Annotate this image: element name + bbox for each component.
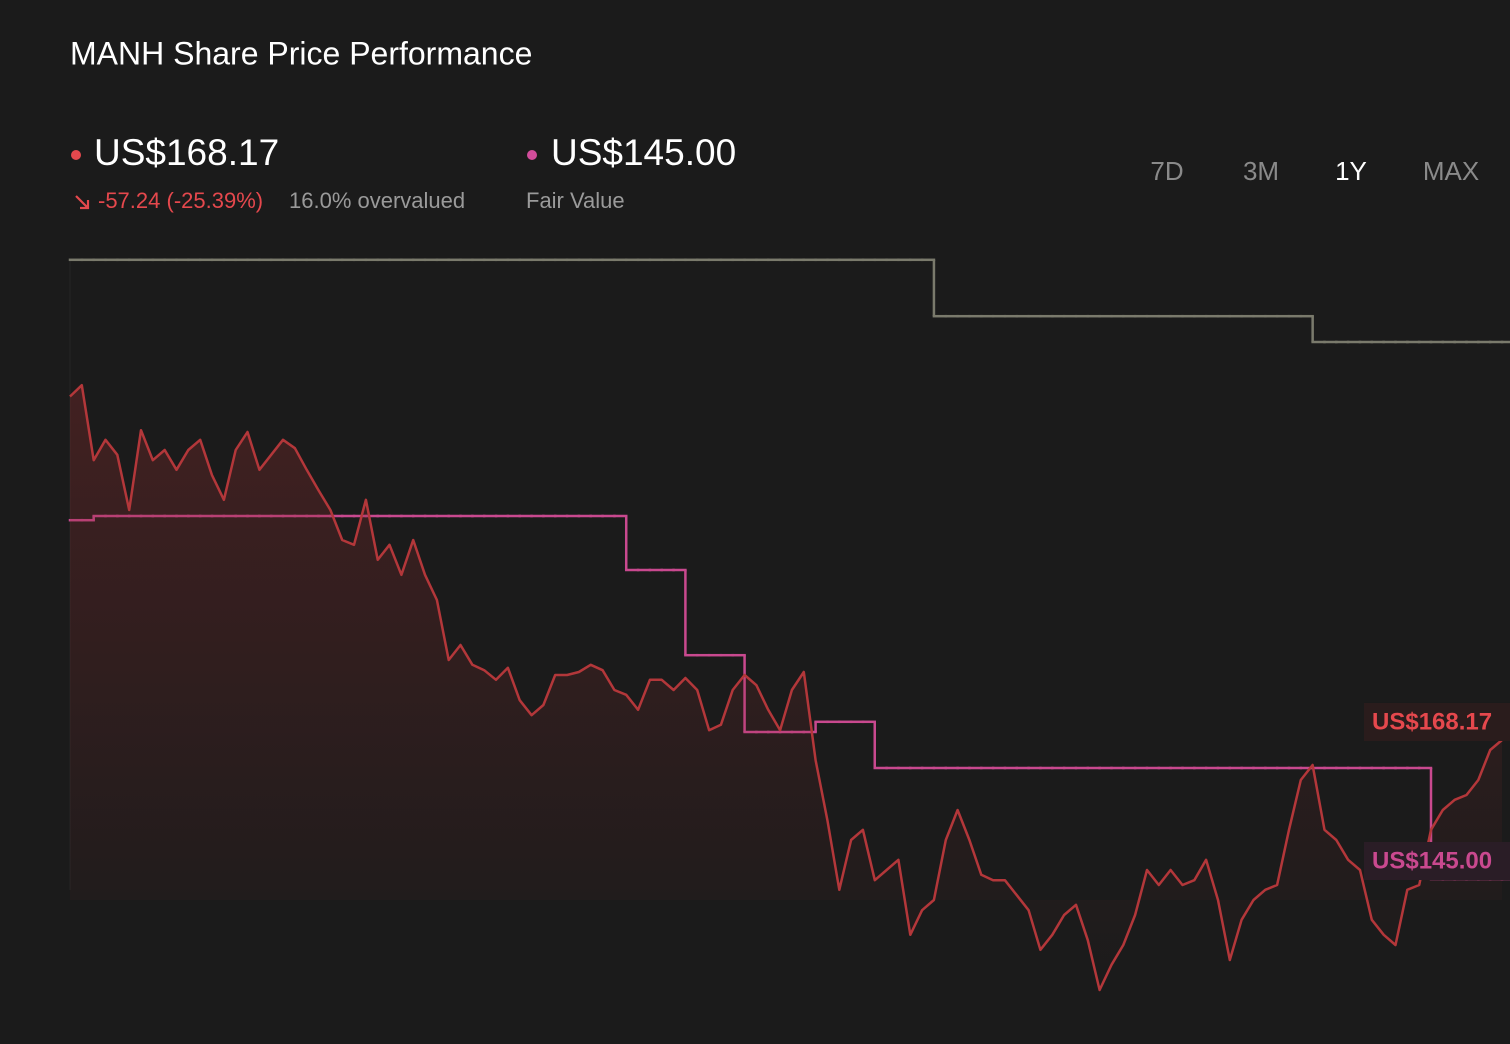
price-line [69,383,1503,992]
range-tabs: 7D 3M 1Y MAX [1150,156,1479,186]
range-tab[interactable]: 7D [1150,156,1183,186]
range-tab[interactable]: 1Y [1335,156,1367,186]
chart-title: MANH Share Price Performance [70,35,532,71]
price-area [70,385,1502,990]
price-change: -57.24 (-25.39%) [98,188,263,213]
fair-value: US$145.00 [551,132,736,173]
end-label-box [1364,842,1510,880]
fair-value-caption: Fair Value [526,188,625,213]
range-tab[interactable]: 3M [1243,156,1279,186]
end-label: US$145.00 [1372,847,1492,874]
fair-value-dot [527,150,537,160]
end-label: US$168.17 [1372,708,1492,735]
current-price: US$168.17 [94,132,279,173]
plot: US$145.00 US$168.17 [68,258,1510,992]
valuation: 16.0% overvalued [289,188,465,213]
end-label-box [1364,702,1510,741]
price-dot [71,150,81,160]
range-tab[interactable]: MAX [1423,156,1479,186]
down-arrow-icon [75,195,90,210]
